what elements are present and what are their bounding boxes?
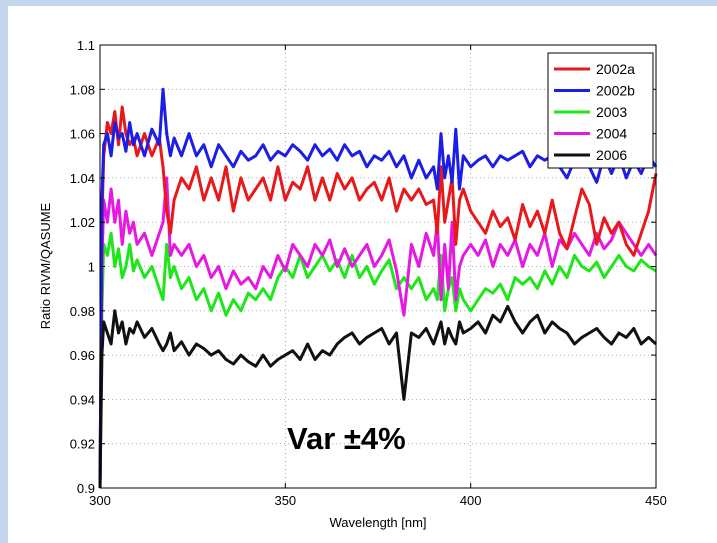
- legend: 2002a 2002b 2003 2004 2006: [547, 52, 654, 169]
- y-tick-label: 0.96: [70, 348, 95, 363]
- y-tick-label: 1: [88, 260, 95, 275]
- x-tick-label: 300: [89, 493, 111, 508]
- y-tick-label: 1.04: [70, 171, 95, 186]
- legend-label-2003: 2003: [596, 104, 627, 120]
- legend-label-2002b: 2002b: [596, 83, 635, 99]
- variance-annotation: Var ±4%: [287, 421, 406, 456]
- series-layer: [98, 87, 658, 489]
- x-axis-label: Wavelength [nm]: [329, 515, 426, 530]
- legend-label-2002a: 2002a: [596, 61, 635, 77]
- series-line-2003: [98, 231, 657, 489]
- y-tick-label: 0.92: [70, 437, 95, 452]
- y-tick-label: 1.02: [70, 215, 95, 230]
- y-tick-label: 1.1: [77, 38, 95, 53]
- legend-label-2004: 2004: [596, 126, 627, 142]
- y-tick-label: 0.94: [70, 392, 95, 407]
- x-tick-label: 450: [645, 493, 667, 508]
- y-tick-label: 1.06: [70, 127, 95, 142]
- y-axis-label: Ratio RIVM/QASUME: [38, 202, 53, 329]
- series-line-2004: [98, 176, 658, 489]
- x-tick-label: 350: [274, 493, 296, 508]
- series-line-2006: [98, 304, 657, 489]
- y-tick-label: 0.98: [70, 304, 95, 319]
- y-tick-label: 0.9: [77, 481, 95, 496]
- series-line-2002a: [98, 105, 658, 489]
- legend-label-2006: 2006: [596, 147, 627, 163]
- slide-frame-top: [0, 0, 717, 6]
- slide-frame-left: [0, 0, 8, 543]
- y-tick-label: 1.08: [70, 82, 95, 97]
- axis-ticks: 0.9 0.92 0.94 0.96 0.98 1 1.02 1.04 1.06 1.08 1.1 3…: [70, 38, 667, 508]
- x-tick-label: 400: [460, 493, 482, 508]
